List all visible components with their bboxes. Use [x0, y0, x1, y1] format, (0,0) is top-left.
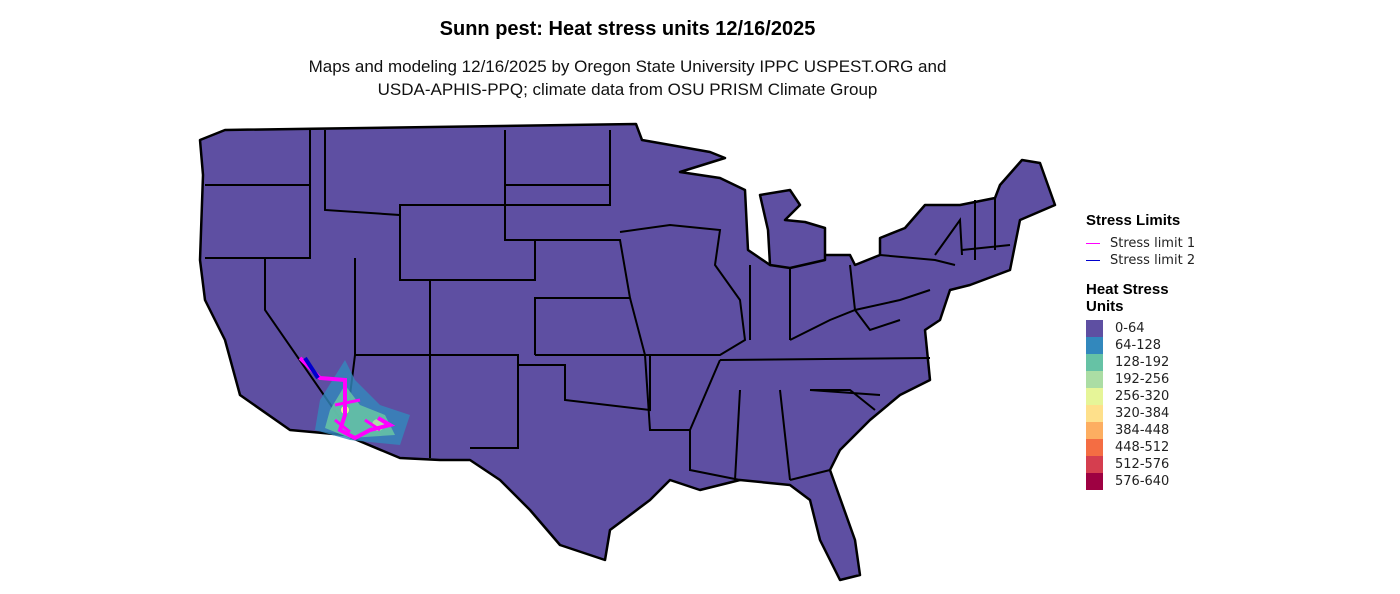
subtitle-line-2: USDA-APHIS-PPQ; climate data from OSU PR… [377, 80, 878, 99]
legend-label: 512-576 [1115, 457, 1170, 472]
legend-label: 256-320 [1115, 389, 1170, 404]
heat-stress-title: Heat Stress Units [1086, 281, 1169, 315]
legend-stress-limit-2: Stress limit 2 [1086, 252, 1195, 269]
legend-swatch [1086, 405, 1103, 422]
contiguous-us [198, 122, 1057, 582]
legend: Stress Limits Stress limit 1 Stress limi… [1086, 212, 1195, 490]
legend-swatch [1086, 456, 1103, 473]
legend-swatch [1086, 320, 1103, 337]
stress-limits-title: Stress Limits [1086, 212, 1181, 229]
legend-swatch [1086, 439, 1103, 456]
legend-label: 576-640 [1115, 474, 1170, 489]
legend-swatch [1086, 473, 1103, 490]
legend-heat-item: 320-384 [1086, 405, 1195, 422]
legend-heat-item: 192-256 [1086, 371, 1195, 388]
legend-label: 192-256 [1115, 372, 1170, 387]
legend-label: 128-192 [1115, 355, 1170, 370]
legend-stress-limit-1: Stress limit 1 [1086, 235, 1195, 252]
legend-heat-item: 512-576 [1086, 456, 1195, 473]
map-title: Sunn pest: Heat stress units 12/16/2025 [439, 18, 816, 40]
legend-swatch [1086, 371, 1103, 388]
legend-heat-item: 128-192 [1086, 354, 1195, 371]
state-borders [205, 130, 1011, 481]
map-subtitle: Maps and modeling 12/16/2025 by Oregon S… [0, 55, 1255, 101]
legend-heat-item: 576-640 [1086, 473, 1195, 490]
stress-limit-2-line [1086, 260, 1100, 261]
legend-swatch [1086, 388, 1103, 405]
stress-limit-1-line [1086, 243, 1100, 244]
legend-swatch [1086, 422, 1103, 439]
legend-swatch [1086, 337, 1103, 354]
legend-heat-item: 384-448 [1086, 422, 1195, 439]
legend-heat-item: 0-64 [1086, 320, 1195, 337]
heat-hotspot-sw [298, 356, 410, 445]
legend-swatch [1086, 354, 1103, 371]
legend-heat-item: 256-320 [1086, 388, 1195, 405]
michigan [758, 188, 827, 270]
legend-label: 384-448 [1115, 423, 1170, 438]
legend-label: 64-128 [1115, 338, 1162, 353]
legend-label: 0-64 [1115, 321, 1145, 336]
legend-label: 448-512 [1115, 440, 1170, 455]
legend-heat-item: 448-512 [1086, 439, 1195, 456]
legend-heat-item: 64-128 [1086, 337, 1195, 354]
subtitle-line-1: Maps and modeling 12/16/2025 by Oregon S… [308, 57, 947, 76]
legend-label: 320-384 [1115, 406, 1170, 421]
heat-stress-legend-items: 0-64 64-128 128-192 192-256 256-320 320-384 38… [1086, 320, 1195, 490]
